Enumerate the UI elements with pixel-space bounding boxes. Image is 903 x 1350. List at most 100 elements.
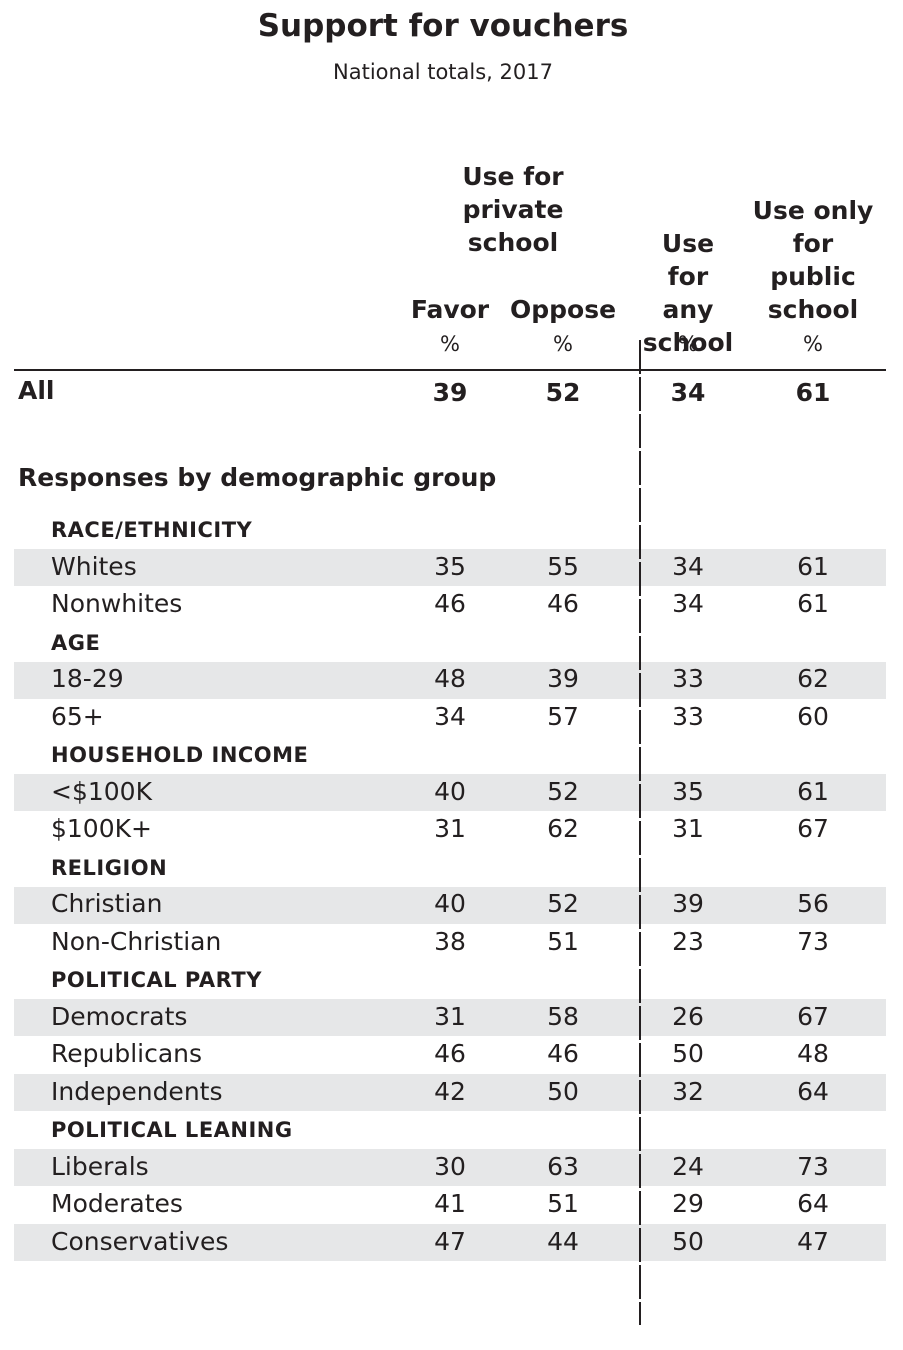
group-heading: RELIGION xyxy=(51,855,168,880)
row-label: Conservatives xyxy=(51,1226,229,1256)
total-value-favor: 39 xyxy=(432,378,468,407)
cell-value-favor: 30 xyxy=(434,1151,466,1181)
cell-value-any-school: 50 xyxy=(672,1226,704,1256)
cell-value-oppose: 52 xyxy=(547,776,579,806)
cell-value-favor: 46 xyxy=(434,1039,466,1068)
cell-value-public-school: 61 xyxy=(797,589,829,618)
cell-value-oppose: 63 xyxy=(547,1151,579,1181)
cell-value-favor: 31 xyxy=(434,814,466,843)
row-label: Nonwhites xyxy=(51,589,183,618)
cell-value-public-school: 73 xyxy=(797,926,829,956)
group-heading: POLITICAL LEANING xyxy=(51,1118,293,1142)
row-shading xyxy=(14,1224,886,1261)
group-heading: HOUSEHOLD INCOME xyxy=(51,743,309,767)
cell-value-any-school: 32 xyxy=(672,1076,704,1106)
unit-label: % xyxy=(803,332,823,356)
cell-value-favor: 40 xyxy=(434,889,466,918)
section-heading: Responses by demographic group xyxy=(18,463,497,492)
cell-value-any-school: 24 xyxy=(672,1151,704,1181)
row-label: 65+ xyxy=(51,701,104,731)
cell-value-any-school: 35 xyxy=(672,776,704,806)
cell-value-any-school: 29 xyxy=(672,1189,704,1218)
column-header-any-school: Use for any school xyxy=(642,229,734,357)
cell-value-any-school: 26 xyxy=(672,1001,704,1031)
cell-value-oppose: 46 xyxy=(547,589,579,618)
cell-value-oppose: 50 xyxy=(547,1076,579,1106)
group-heading: AGE xyxy=(51,630,101,655)
total-row-label: All xyxy=(18,376,55,405)
row-label: Republicans xyxy=(51,1039,203,1068)
header-rule xyxy=(14,369,886,371)
column-header-favor: Favor xyxy=(410,295,490,324)
row-shading xyxy=(14,661,886,699)
row-shading xyxy=(14,886,886,924)
cell-value-oppose: 62 xyxy=(547,814,579,843)
cell-value-favor: 34 xyxy=(434,701,466,731)
row-shading xyxy=(14,549,886,586)
cell-value-oppose: 51 xyxy=(547,1189,579,1218)
cell-value-oppose: 39 xyxy=(547,664,579,693)
cell-value-oppose: 44 xyxy=(547,1226,579,1256)
cell-value-favor: 47 xyxy=(434,1226,466,1256)
cell-value-favor: 42 xyxy=(434,1076,466,1106)
unit-label: % xyxy=(553,332,573,356)
cell-value-oppose: 57 xyxy=(547,701,579,731)
cell-value-any-school: 23 xyxy=(672,926,704,956)
chart-title: Support for vouchers xyxy=(257,8,629,44)
row-shading xyxy=(14,774,886,811)
row-label: Independents xyxy=(51,1076,223,1106)
row-label: Non-Christian xyxy=(51,926,222,956)
row-shading xyxy=(14,1074,886,1111)
cell-value-public-school: 60 xyxy=(797,701,829,731)
group-heading: POLITICAL PARTY xyxy=(51,968,262,992)
cell-value-oppose: 52 xyxy=(547,889,579,918)
row-label: Liberals xyxy=(51,1151,149,1181)
unit-label: % xyxy=(440,332,460,356)
cell-value-favor: 38 xyxy=(434,926,466,956)
cell-value-favor: 46 xyxy=(434,589,466,618)
row-label: Christian xyxy=(51,889,163,918)
group-heading: RACE/ETHNICITY xyxy=(51,518,253,542)
cell-value-public-school: 61 xyxy=(797,551,829,581)
cell-value-oppose: 55 xyxy=(547,551,579,581)
cell-value-public-school: 47 xyxy=(797,1226,829,1256)
total-value-public-school: 61 xyxy=(795,378,831,407)
row-label: Moderates xyxy=(51,1189,183,1218)
cell-value-favor: 41 xyxy=(434,1189,466,1218)
cell-value-public-school: 62 xyxy=(797,664,829,693)
cell-value-public-school: 48 xyxy=(797,1039,829,1068)
column-header-public-school: Use only for public school xyxy=(752,196,874,324)
cell-value-public-school: 67 xyxy=(797,1001,829,1031)
row-label: <$100K xyxy=(51,776,152,806)
cell-value-oppose: 46 xyxy=(547,1039,579,1068)
cell-value-any-school: 34 xyxy=(672,551,704,581)
cell-value-public-school: 64 xyxy=(797,1076,829,1106)
cell-value-public-school: 73 xyxy=(797,1151,829,1181)
cell-value-favor: 31 xyxy=(434,1001,466,1031)
cell-value-public-school: 61 xyxy=(797,776,829,806)
cell-value-oppose: 58 xyxy=(547,1001,579,1031)
column-divider xyxy=(639,340,641,1325)
cell-value-public-school: 64 xyxy=(797,1189,829,1218)
row-label: Whites xyxy=(51,551,137,581)
cell-value-any-school: 33 xyxy=(672,701,704,731)
row-shading xyxy=(14,999,886,1036)
cell-value-public-school: 67 xyxy=(797,814,829,843)
cell-value-any-school: 34 xyxy=(672,589,704,618)
cell-value-any-school: 39 xyxy=(672,889,704,918)
cell-value-any-school: 33 xyxy=(672,664,704,693)
unit-label: % xyxy=(678,332,698,356)
total-value-oppose: 52 xyxy=(545,378,581,407)
cell-value-favor: 40 xyxy=(434,776,466,806)
cell-value-favor: 35 xyxy=(434,551,466,581)
total-value-any-school: 34 xyxy=(670,378,706,407)
row-shading xyxy=(14,1149,886,1186)
row-label: 18-29 xyxy=(51,664,124,693)
cell-value-oppose: 51 xyxy=(547,926,579,956)
column-group-header: Use for private school xyxy=(462,162,564,257)
row-label: $100K+ xyxy=(51,814,152,843)
cell-value-any-school: 50 xyxy=(672,1039,704,1068)
cell-value-public-school: 56 xyxy=(797,889,829,918)
column-header-oppose: Oppose xyxy=(509,295,617,324)
cell-value-any-school: 31 xyxy=(672,814,704,843)
